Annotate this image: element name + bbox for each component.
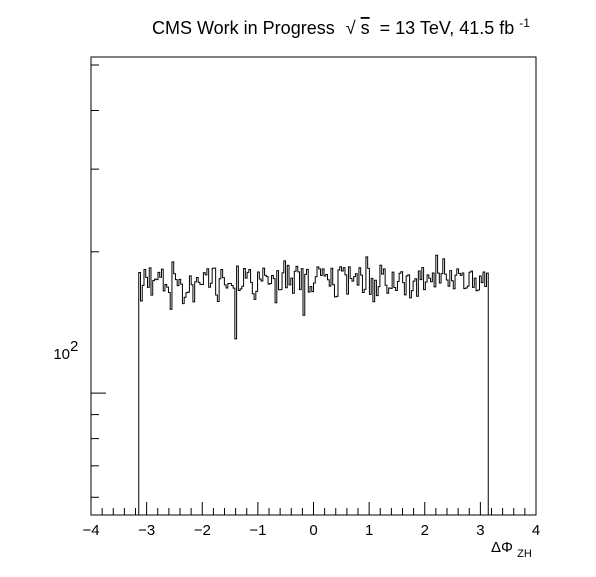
y-tick-label-exponent: 2 [70,338,78,355]
x-axis-title-base: ΔΦ [491,539,513,556]
x-axis-ticks: −4 −3 −2 −1 0 1 2 3 4 [82,502,540,539]
title-sqrt-arg: s [361,18,370,38]
chart-title: CMS Work in Progress √ s = 13 TeV, 41.5 … [152,16,530,38]
x-tick-label: 0 [309,522,317,539]
x-tick-label: −3 [138,522,155,539]
y-axis-ticks [91,64,106,498]
x-tick-label: 1 [365,522,373,539]
title-mid: = 13 TeV, 41.5 fb [380,18,515,38]
x-axis-title-sub: ZH [517,548,532,560]
x-axis-title: ΔΦ ZH [491,539,532,560]
title-prefix: CMS Work in Progress [152,18,335,38]
x-tick-label: 4 [532,522,540,539]
y-tick-label-100: 10 [53,346,70,363]
title-superscript: -1 [519,16,530,30]
x-tick-label: −4 [82,522,99,539]
title-sqrt-symbol: √ [346,18,356,38]
x-tick-label: 2 [421,522,429,539]
histogram-series [138,254,489,515]
x-tick-label: −2 [194,522,211,539]
y-tick-label-base: 10 [53,346,70,363]
x-tick-label: 3 [476,522,484,539]
x-tick-label: −1 [249,522,266,539]
